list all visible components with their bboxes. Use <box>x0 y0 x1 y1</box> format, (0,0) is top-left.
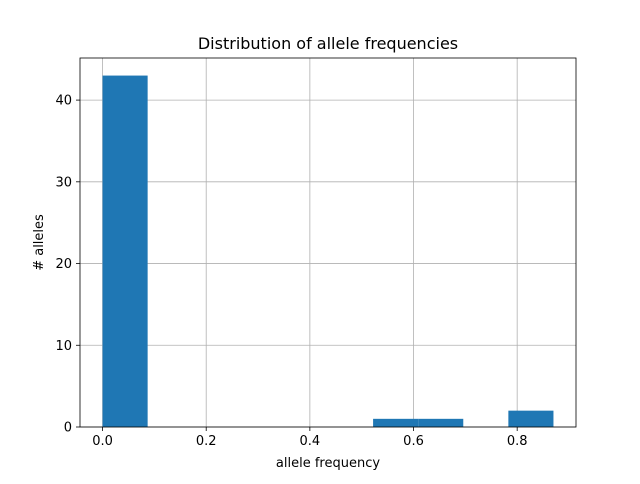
plot-frame <box>79 57 577 428</box>
bars <box>102 75 554 428</box>
ticks: 0.0 0.2 0.4 0.6 0.8 0 10 20 30 40 <box>55 94 527 449</box>
y-tick-label: 20 <box>55 257 72 272</box>
y-tick-label: 30 <box>55 175 72 190</box>
y-tick-label: 0 <box>64 421 72 436</box>
chart-title: Distribution of allele frequencies <box>198 34 458 53</box>
histogram-bar <box>373 418 419 427</box>
y-axis-title: # alleles <box>32 214 47 271</box>
x-tick-label: 0.4 <box>300 434 321 449</box>
x-tick-label: 0.8 <box>507 434 528 449</box>
histogram-bar <box>418 418 464 427</box>
x-tick-label: 0.2 <box>196 434 217 449</box>
x-tick-label: 0.6 <box>403 434 424 449</box>
histogram-bar <box>102 75 148 428</box>
y-tick-label: 40 <box>55 94 72 109</box>
y-tick-label: 10 <box>55 339 72 354</box>
x-axis-title: allele frequency <box>276 456 380 471</box>
x-tick-label: 0.0 <box>92 434 113 449</box>
histogram-bar <box>508 410 554 427</box>
